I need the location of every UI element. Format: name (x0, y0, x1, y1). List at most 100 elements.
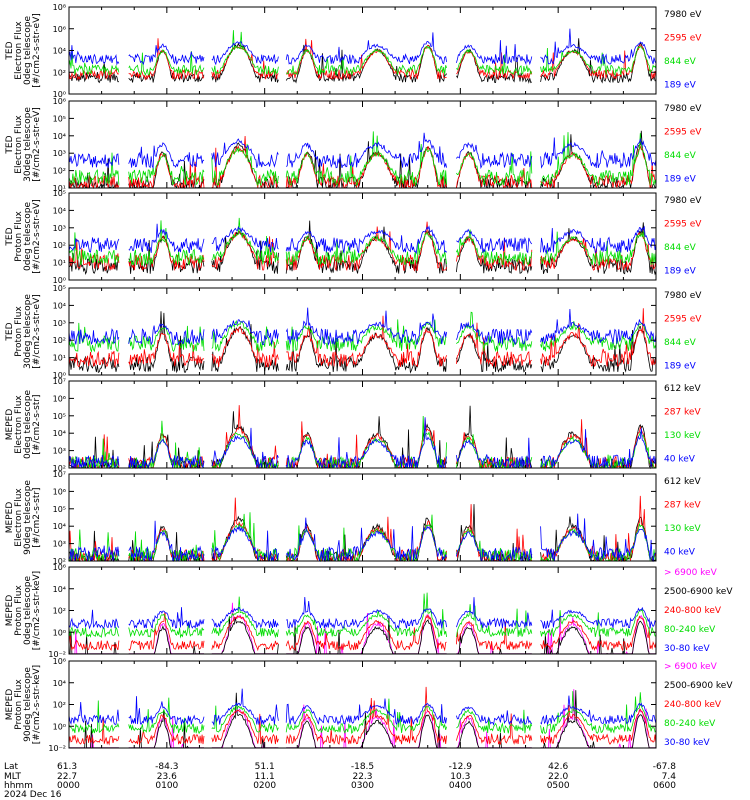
legend-entry: 130 keV (664, 524, 701, 534)
y-tick-label: 10⁶ (53, 394, 66, 403)
y-tick-label: 10⁴ (53, 429, 66, 438)
legend-entry: 2500-6900 keV (664, 587, 733, 597)
y-tick-label: 10⁴ (53, 301, 66, 310)
x-tick-hhmm: 0300 (351, 781, 374, 791)
y-axis-label-line: 0deg telescope (23, 202, 33, 272)
panel-7: 10⁶ 10⁴ 10² 10⁰ 10⁻² MEPED Proton Flux 0deg tel… (5, 563, 733, 659)
y-axis-label-line: TED (5, 227, 15, 246)
y-axis-label-line: TED (5, 322, 15, 341)
legend-entry: 240-800 keV (664, 700, 722, 710)
y-tick-label: 10⁶ (53, 97, 66, 106)
panel-6: 10⁷ 10⁶ 10⁵ 10⁴ 10³ 10² MEPED Electron Flux 90de… (5, 470, 701, 566)
legend-entry: 287 keV (664, 501, 701, 511)
legend-entry: 7980 eV (664, 104, 702, 114)
legend-entry: 80-240 keV (664, 719, 716, 729)
panel-1: 10⁸ 10⁶ 10⁴ 10² 10⁰ TED Electron Flux 0deg tele… (5, 3, 702, 99)
y-axis-label-line: Electron Flux (14, 21, 24, 80)
legend-entry: 612 keV (664, 384, 701, 394)
panel-8: 10⁶ 10⁴ 10² 10⁰ 10⁻² MEPED Proton Flux 90deg te… (5, 657, 733, 753)
series-line-8-3 (68, 686, 657, 746)
y-axis-label-line: [#/cm2-s-str-eV] (32, 199, 42, 274)
panel-5: 10⁷ 10⁶ 10⁵ 10⁴ 10³ 10² MEPED Electron Flux 0deg… (5, 377, 701, 473)
y-axis-label-line: 30deg telescope (23, 294, 33, 369)
series-line-7-5 (68, 596, 657, 630)
series-line-4-1 (68, 311, 657, 374)
x-tick-mlt: 11.1 (255, 772, 275, 782)
legend-entry: 287 keV (664, 408, 701, 418)
legend-entry: 2595 eV (664, 220, 702, 230)
y-tick-label: 10¹ (53, 184, 66, 193)
series-line-6-3 (68, 512, 657, 563)
y-tick-label: 10⁵ (53, 505, 66, 514)
series-line-8-5 (68, 688, 657, 727)
y-axis-label-line: [#/cm2-s-str] (32, 394, 42, 454)
x-tick-mlt: 22.3 (352, 772, 372, 782)
x-axis-labels: LatMLThhmm61.322.70000-84.323.6010051.11… (4, 762, 676, 800)
legend-entry: 2595 eV (664, 34, 702, 44)
y-tick-label: 10⁴ (53, 522, 66, 531)
y-axis-label-line: TED (5, 41, 15, 60)
x-tick-lat: -84.3 (155, 762, 178, 772)
series-line-7-3 (68, 612, 657, 652)
y-tick-label: 10⁻² (48, 744, 66, 753)
panel-2: 10⁶ 10⁵ 10⁴ 10³ 10² 10¹ TED Electron Flux 30deg … (5, 97, 702, 193)
legend-entry: 189 eV (664, 362, 697, 372)
panel-frame (68, 192, 657, 281)
y-tick-label: 10³ (53, 149, 66, 158)
x-tick-mlt: 22.0 (548, 772, 568, 782)
legend-entry: 7980 eV (664, 10, 702, 20)
series-line-2-3 (68, 131, 657, 187)
legend-entry: 80-240 keV (664, 625, 716, 635)
y-axis-label-line: Proton Flux (14, 585, 24, 636)
x-tick-hhmm: 0200 (253, 781, 276, 791)
series-line-2-4 (68, 132, 657, 170)
x-tick-mlt: 22.7 (57, 772, 77, 782)
y-tick-label: 10⁶ (53, 563, 66, 572)
y-tick-label: 10⁵ (53, 412, 66, 421)
y-tick-label: 10⁸ (53, 3, 66, 12)
y-tick-label: 10² (53, 701, 66, 710)
y-tick-label: 10⁴ (53, 206, 66, 215)
y-tick-label: 10⁰ (53, 276, 66, 285)
x-tick-lat: 42.6 (548, 762, 568, 772)
panel-4: 10⁵ 10⁴ 10³ 10² 10¹ 10⁰ TED Proton Flux 30deg te… (5, 284, 702, 380)
y-tick-label: 10⁷ (53, 470, 66, 479)
x-axis-row-label: hhmm (4, 781, 33, 791)
legend-entry: 189 eV (664, 267, 697, 277)
y-tick-label: 10⁴ (53, 47, 66, 56)
y-axis-label-line: Proton Flux (14, 306, 24, 357)
series-line-3-4 (68, 223, 657, 255)
y-tick-label: 10² (53, 68, 66, 77)
y-tick-label: 10⁰ (53, 628, 66, 637)
x-tick-lat: -67.8 (653, 762, 677, 772)
y-tick-label: 10² (53, 336, 66, 345)
series-line-7-4 (68, 592, 657, 639)
legend-entry: 30-80 keV (664, 738, 710, 748)
y-axis-label-line: [#/cm2-s-str-keV] (32, 665, 42, 744)
y-axis-label-line: 90deg telescope (23, 667, 33, 742)
y-axis-label-line: [#/cm2-s-str-eV] (32, 294, 42, 369)
x-tick-hhmm: 0400 (449, 781, 472, 791)
y-axis-label-line: [#/cm2-s-str-eV] (32, 13, 42, 88)
x-tick-hhmm: 0000 (57, 781, 80, 791)
y-tick-label: 10⁰ (53, 90, 66, 99)
y-tick-label: 10⁰ (53, 722, 66, 731)
legend-entry: 130 keV (664, 431, 701, 441)
y-tick-label: 10² (53, 557, 66, 566)
legend-entry: > 6900 keV (664, 568, 718, 578)
x-tick-lat: 51.1 (255, 762, 275, 772)
series-line-5-3 (68, 415, 657, 470)
y-axis-label-line: MEPED (5, 689, 15, 721)
legend-entry: 844 eV (664, 57, 697, 67)
y-axis-label-line: MEPED (5, 502, 15, 534)
legend-entry: 40 keV (664, 455, 696, 465)
y-axis-label-line: 0deg telescope (23, 390, 33, 460)
x-axis-row-label: Lat (4, 762, 19, 772)
legend-entry: 7980 eV (664, 196, 702, 206)
date-label: 2024 Dec 16 (4, 790, 62, 800)
series-line-4-4 (68, 307, 657, 347)
legend-entry: 189 eV (664, 81, 697, 91)
legend-entry: 2595 eV (664, 128, 702, 138)
series-line-4-2 (68, 308, 657, 368)
x-tick-hhmm: 0500 (547, 781, 570, 791)
